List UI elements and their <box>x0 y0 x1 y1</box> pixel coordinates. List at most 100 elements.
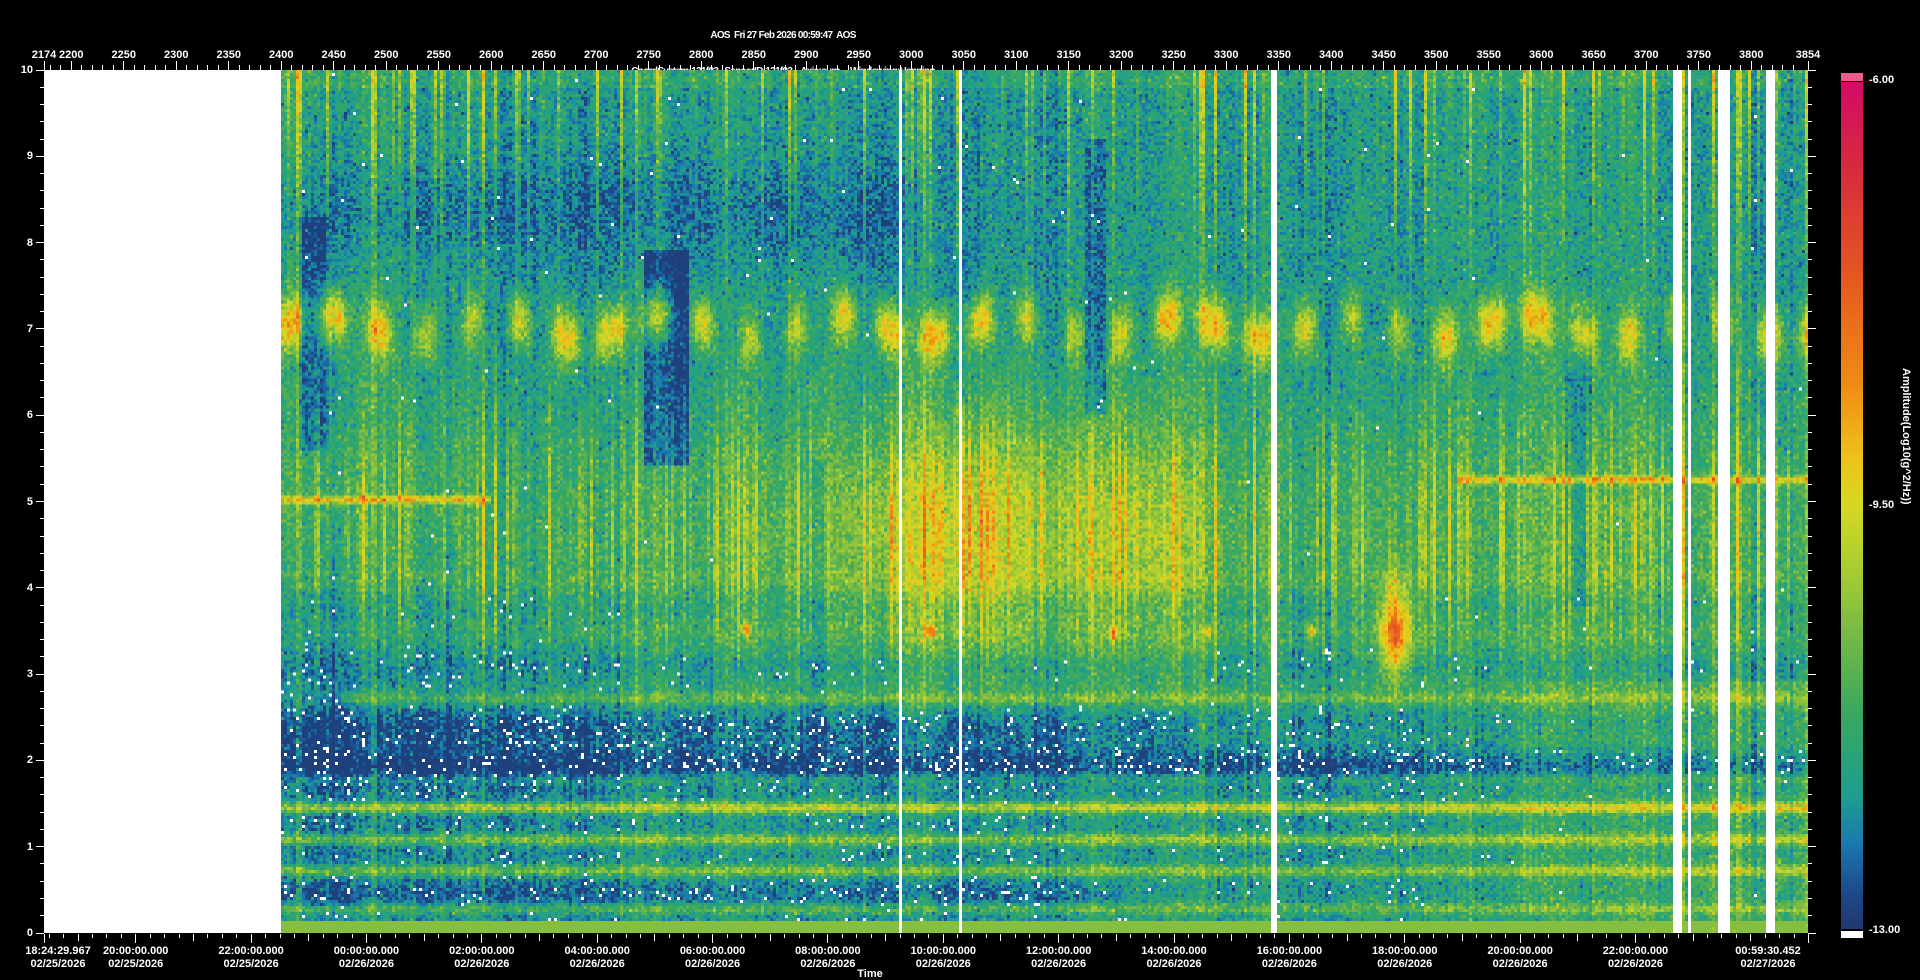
record-axis-minor-tick <box>1582 65 1584 70</box>
time-axis-minor-tick <box>192 934 194 941</box>
colorbar-tick-label: -6.00 <box>1869 74 1895 86</box>
frequency-axis-minor-tick-right <box>1808 708 1812 710</box>
time-axis-minor-tick <box>986 934 988 938</box>
record-axis-minor-tick <box>679 65 681 70</box>
time-axis-minor-tick <box>856 934 858 938</box>
record-axis-minor-tick <box>1551 65 1553 70</box>
time-axis-minor-tick <box>1014 934 1016 938</box>
time-axis-minor-tick <box>366 934 368 941</box>
record-axis-minor-tick <box>1267 65 1269 70</box>
frequency-axis-minor-tick-right <box>1808 794 1812 796</box>
record-axis-tick-label: 2900 <box>794 49 819 61</box>
record-axis-minor-tick <box>1477 65 1479 70</box>
record-axis-minor-tick <box>627 65 629 70</box>
frequency-axis-minor-tick <box>40 552 44 554</box>
record-axis-minor-tick <box>480 65 482 70</box>
frequency-axis-minor-tick-right <box>1808 880 1812 882</box>
record-axis-minor-tick <box>774 65 776 70</box>
time-axis-minor-tick <box>1288 934 1290 941</box>
record-axis-tick <box>595 61 597 70</box>
time-axis-minor-tick <box>1043 934 1045 938</box>
frequency-axis-minor-tick-right <box>1808 466 1812 468</box>
frequency-axis-minor-tick <box>40 639 44 641</box>
record-axis-minor-tick <box>1624 65 1626 70</box>
time-axis-minor-tick <box>870 934 872 938</box>
record-axis-tick-label: 3400 <box>1319 49 1344 61</box>
record-axis-minor-tick <box>1026 65 1028 70</box>
time-axis-minor-tick <box>1418 934 1420 938</box>
record-axis-minor-tick <box>658 65 660 70</box>
record-axis-minor-tick <box>637 65 639 70</box>
frequency-axis-tick-label: 0 <box>26 927 33 939</box>
frequency-axis-minor-tick <box>40 121 44 123</box>
time-axis-tick-label: 02:00:00.000 <box>449 945 515 957</box>
colorbar-tick-label: -9.50 <box>1869 499 1895 511</box>
time-axis-date-label: 02/26/2026 <box>1146 958 1202 970</box>
frequency-axis-minor-tick-right <box>1808 483 1812 485</box>
time-axis-minor-tick <box>1476 934 1478 938</box>
time-axis-minor-tick <box>1332 934 1334 938</box>
record-axis-minor-tick <box>1687 65 1689 70</box>
record-axis-tick-label: 3300 <box>1214 49 1239 61</box>
frequency-axis-minor-tick <box>40 311 44 313</box>
record-axis-minor-tick <box>1414 65 1416 70</box>
record-axis-minor-tick <box>1498 65 1500 70</box>
record-axis-minor-tick <box>1320 65 1322 70</box>
frequency-axis-minor-tick-right <box>1808 656 1812 658</box>
record-axis-minor-tick <box>973 65 975 70</box>
record-axis-minor-tick <box>343 65 345 70</box>
record-axis-tick <box>1173 61 1175 70</box>
time-axis-minor-tick <box>1461 934 1463 941</box>
time-axis-minor-tick <box>92 934 94 938</box>
record-axis-tick <box>1120 61 1122 70</box>
record-axis-tick <box>1750 61 1752 70</box>
time-axis-minor-tick <box>48 934 50 938</box>
record-axis-minor-tick <box>1236 65 1238 70</box>
record-axis-minor-tick <box>879 65 881 70</box>
record-axis-minor-tick <box>49 65 51 70</box>
time-axis-minor-tick <box>120 934 122 938</box>
time-axis-minor-tick <box>654 934 656 941</box>
time-axis-date-label: 02/26/2026 <box>685 958 741 970</box>
time-axis-minor-tick <box>236 934 238 938</box>
frequency-axis-minor-tick-right <box>1808 207 1812 209</box>
colorbar-tick-label: -13.00 <box>1869 924 1901 936</box>
record-axis-tick-label: 3650 <box>1581 49 1607 61</box>
frequency-axis-minor-tick <box>40 880 44 882</box>
time-axis-date-label: 02/26/2026 <box>338 958 394 970</box>
time-axis-minor-tick <box>1159 934 1161 938</box>
record-axis-minor-tick <box>354 65 356 70</box>
frequency-axis-minor-tick <box>40 621 44 623</box>
time-axis-tick-label: 18:24:29.967 <box>25 945 91 957</box>
frequency-axis-tick <box>36 414 44 416</box>
record-axis-minor-tick <box>1782 65 1784 70</box>
frequency-axis-tick-label: 4 <box>26 581 33 594</box>
frequency-axis-minor-tick-right <box>1808 725 1812 727</box>
spectrogram-canvas[interactable] <box>44 70 1808 933</box>
time-axis-minor-tick <box>553 934 555 938</box>
time-axis-minor-tick <box>1649 934 1651 938</box>
time-axis-minor-tick <box>1534 934 1535 938</box>
record-axis-minor-tick <box>1729 65 1731 70</box>
frequency-axis-minor-tick-right <box>1808 104 1812 106</box>
time-axis-minor-tick <box>1692 934 1694 941</box>
frequency-axis-minor-tick-right <box>1808 224 1812 226</box>
record-axis-tick-label: 3200 <box>1109 49 1134 61</box>
record-axis-tick-label: 2500 <box>374 49 399 61</box>
time-axis-minor-tick <box>596 934 598 941</box>
record-axis-minor-tick <box>522 65 524 70</box>
record-axis-minor-tick <box>217 65 219 70</box>
time-axis-minor-tick <box>337 934 339 938</box>
frequency-axis-tick <box>36 242 44 244</box>
time-axis-tick-label: 22:00:00.000 <box>218 945 284 957</box>
record-axis-minor-tick <box>1393 65 1395 70</box>
record-axis-minor-tick <box>1152 65 1154 70</box>
frequency-axis-tick-right <box>1808 242 1816 244</box>
frequency-axis-tick-right <box>1808 155 1816 157</box>
record-axis-minor-tick <box>942 65 944 70</box>
record-axis-tick <box>1698 61 1700 70</box>
record-axis-tick <box>858 61 860 70</box>
record-axis-minor-tick <box>1509 65 1511 70</box>
record-axis-minor-tick <box>249 65 251 70</box>
